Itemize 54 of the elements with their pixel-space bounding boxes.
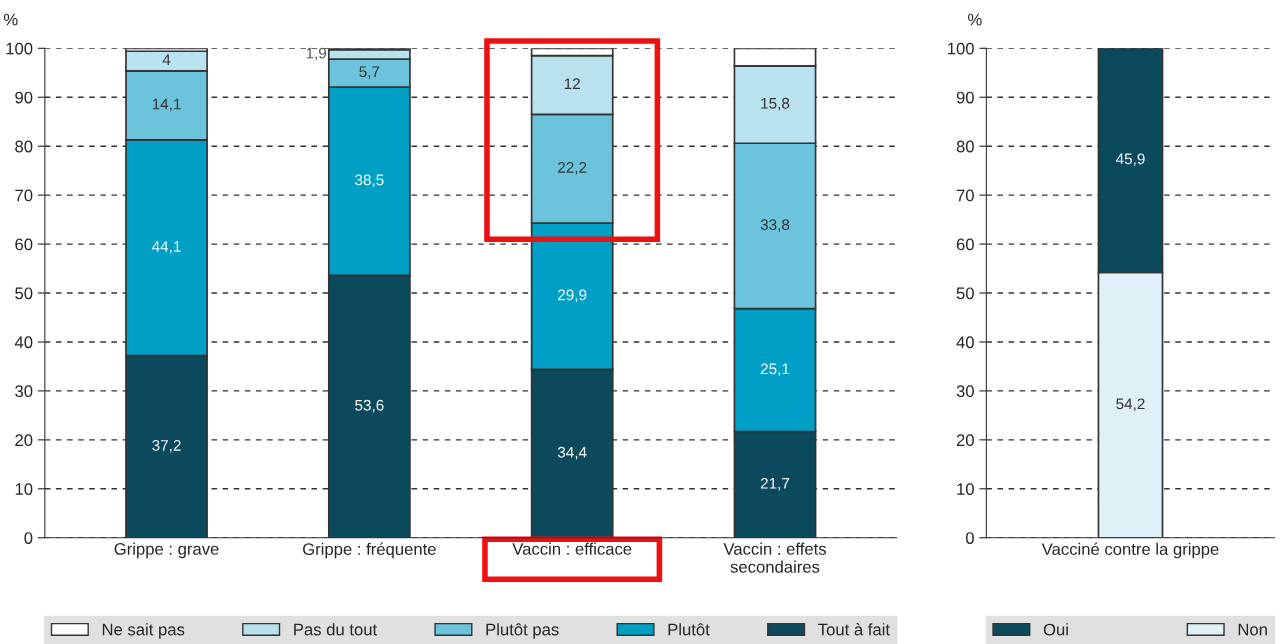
y-tick-label: 10 bbox=[15, 483, 33, 495]
x-tick-label: Vacciné contre la grippe bbox=[1041, 542, 1219, 559]
y-tick-label: 50 bbox=[15, 287, 33, 300]
data-label: 12 bbox=[564, 78, 580, 89]
data-label: 1,9 bbox=[306, 47, 327, 61]
data-label: 33,8 bbox=[760, 219, 790, 232]
data-label: 37,2 bbox=[152, 439, 181, 453]
y-axis-title: % bbox=[3, 13, 18, 26]
y-tick-label: 40 bbox=[956, 336, 974, 349]
y-tick-label: 100 bbox=[948, 42, 974, 55]
data-label: 14,1 bbox=[152, 98, 181, 112]
y-tick-label: 10 bbox=[957, 483, 974, 495]
y-tick-label: 30 bbox=[956, 385, 974, 398]
legend-label: Non bbox=[1238, 623, 1267, 636]
x-tick-label: Vaccin : effets secondaires bbox=[723, 542, 826, 573]
y-tick-label: 30 bbox=[15, 385, 33, 398]
y-tick-label: 80 bbox=[15, 140, 33, 153]
y-tick-label: 0 bbox=[24, 532, 33, 544]
data-label: 38,5 bbox=[355, 174, 384, 188]
x-tick-label: Grippe : fréquente bbox=[303, 542, 436, 559]
y-tick-label: 50 bbox=[956, 287, 974, 300]
data-label: 29,9 bbox=[558, 289, 587, 303]
y-tick-label: 80 bbox=[956, 140, 974, 153]
data-label: 4 bbox=[162, 54, 171, 65]
data-label: 44,1 bbox=[152, 241, 181, 254]
data-label: 22,2 bbox=[558, 161, 587, 175]
y-tick-label: 40 bbox=[14, 336, 33, 349]
y-tick-label: 0 bbox=[965, 532, 974, 544]
y-tick-label: 60 bbox=[956, 238, 974, 251]
y-tick-label: 90 bbox=[956, 91, 974, 104]
data-label: 25,1 bbox=[760, 363, 790, 377]
data-label: 21,7 bbox=[760, 477, 790, 491]
y-axis-title: % bbox=[968, 13, 982, 26]
data-label: 53,6 bbox=[355, 399, 384, 413]
legend-label: Tout à fait bbox=[818, 623, 890, 636]
y-tick-label: 60 bbox=[15, 238, 33, 251]
x-tick-label: Vaccin : efficace bbox=[512, 542, 632, 555]
data-label: 34,4 bbox=[557, 446, 587, 460]
y-tick-label: 20 bbox=[15, 434, 33, 447]
legend-label: Plutôt bbox=[668, 623, 710, 636]
data-label: 45,9 bbox=[1115, 153, 1145, 167]
y-tick-label: 100 bbox=[6, 42, 33, 55]
legend-label: Pas du tout bbox=[294, 623, 378, 636]
y-tick-label: 70 bbox=[956, 189, 974, 202]
data-label: 54,2 bbox=[1116, 398, 1145, 412]
data-label: 15,8 bbox=[761, 97, 790, 111]
y-tick-label: 90 bbox=[15, 91, 33, 104]
legend-label: Oui bbox=[1043, 623, 1068, 636]
y-tick-label: 70 bbox=[15, 189, 33, 202]
data-label: 5,7 bbox=[359, 66, 380, 79]
y-tick-label: 20 bbox=[956, 434, 974, 447]
x-tick-label: Grippe : grave bbox=[114, 542, 219, 559]
legend-label: Plutôt pas bbox=[486, 623, 559, 639]
legend-label: Ne sait pas bbox=[102, 623, 185, 639]
